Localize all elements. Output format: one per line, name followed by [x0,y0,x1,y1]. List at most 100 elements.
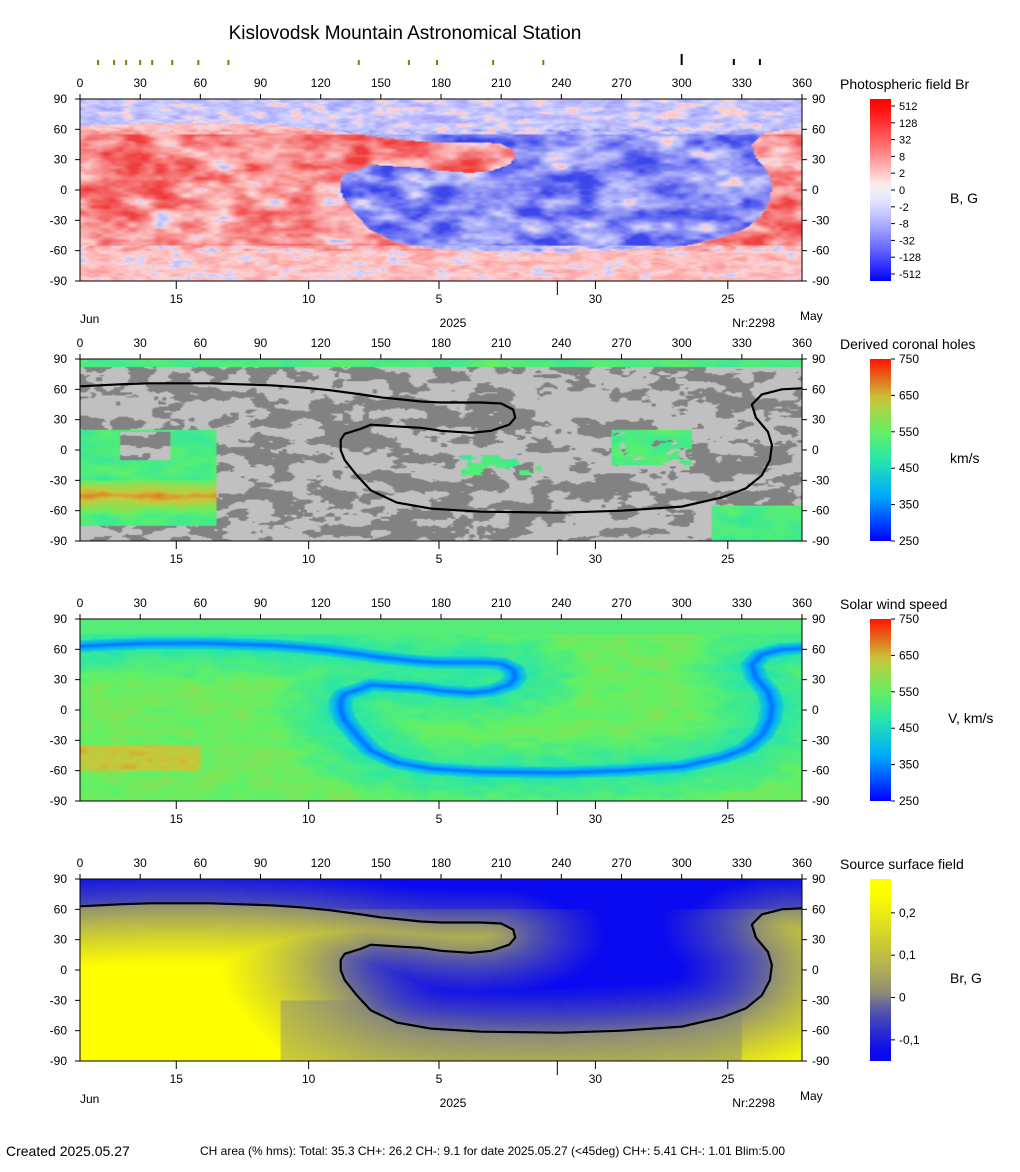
chart-title: Kislovodsk Mountain Astronomical Station [229,23,582,44]
lat-tick-label-left: -60 [50,764,68,778]
lon-tick-label: 180 [431,336,451,350]
colorbar-label: -512 [899,269,921,281]
colorbar-label: -0,1 [899,1033,920,1047]
lon-tick-label: 210 [491,596,511,610]
panel-title: Source surface field [840,856,964,872]
date-tick-label: 30 [589,292,603,306]
lon-tick-label: 360 [792,856,812,870]
lon-tick-label: 90 [254,76,268,90]
colorbar-label: 350 [899,498,919,512]
colorbar-label: 350 [899,758,919,772]
lon-tick-label: 150 [371,76,391,90]
colorbar-label: 650 [899,388,919,402]
lat-tick-label-right: 90 [812,92,826,106]
colorbar-label: 512 [899,101,917,113]
lon-tick-label: 210 [491,76,511,90]
lon-tick-label: 60 [194,856,208,870]
lon-tick-label: 240 [551,596,571,610]
lat-tick-label-right: 60 [812,122,826,136]
lon-tick-label: 150 [371,336,391,350]
month-right: May [800,309,823,323]
lon-tick-label: 60 [194,336,208,350]
lat-tick-label-right: 0 [812,443,819,457]
colorbar-br [870,99,891,281]
month-right: May [800,1089,823,1103]
colorbar-label: -32 [899,235,915,247]
date-tick-label: 10 [302,552,316,566]
lon-tick-label: 360 [792,76,812,90]
lat-tick-label-right: 90 [812,872,826,886]
heatmap-ss [80,879,802,1061]
lon-tick-label: 270 [611,336,631,350]
lat-tick-label-right: -30 [812,733,830,747]
date-tick-label: 10 [302,812,316,826]
colorbar-ss [870,879,891,1061]
lat-tick-label-right: 60 [812,382,826,396]
lon-tick-label: 150 [371,856,391,870]
date-tick-label: 25 [721,812,735,826]
carrington-number: Nr:2298 [732,1096,775,1110]
date-tick-label: 25 [721,1072,735,1086]
date-tick-label: 5 [436,812,443,826]
lat-tick-label-left: 30 [54,413,68,427]
lon-tick-label: 0 [77,856,84,870]
lat-tick-label-right: -90 [812,1054,830,1068]
month-left: Jun [80,1092,99,1106]
colorbar-label: 250 [899,534,919,548]
lon-tick-label: 120 [311,336,331,350]
lon-tick-label: 150 [371,596,391,610]
lon-tick-label: 270 [611,76,631,90]
lat-tick-label-right: 30 [812,413,826,427]
lat-tick-label-left: 60 [54,122,68,136]
lat-tick-label-left: 0 [60,703,67,717]
lon-tick-label: 330 [732,76,752,90]
lon-tick-label: 300 [672,76,692,90]
carrington-number: Nr:2298 [732,316,775,330]
lat-tick-label-left: 90 [54,92,68,106]
date-tick-label: 10 [302,292,316,306]
colorbar-label: -8 [899,219,909,231]
lat-tick-label-left: 60 [54,642,68,656]
lon-tick-label: 90 [254,596,268,610]
lat-tick-label-left: 0 [60,183,67,197]
lon-tick-label: 180 [431,856,451,870]
lat-tick-label-left: -30 [50,473,68,487]
neutral-line [79,382,803,514]
colorbar-label: 750 [899,352,919,366]
heatmap-sw [80,619,802,801]
lon-tick-label: 0 [77,336,84,350]
lon-tick-label: 330 [732,336,752,350]
lon-tick-label: 300 [672,856,692,870]
date-tick-label: 30 [589,812,603,826]
colorbar-label: 650 [899,648,919,662]
date-tick-label: 15 [170,812,184,826]
lon-tick-label: 180 [431,76,451,90]
lon-tick-label: 240 [551,856,571,870]
lat-tick-label-left: 0 [60,963,67,977]
lat-tick-label-left: -90 [50,794,68,808]
panel-title: Solar wind speed [840,596,947,612]
date-tick-label: 15 [170,552,184,566]
lat-tick-label-right: 60 [812,642,826,656]
colorbar-sw [870,619,891,801]
lon-tick-label: 90 [254,336,268,350]
lon-tick-label: 300 [672,596,692,610]
colorbar-label: 0 [899,185,905,197]
colorbar-ch [870,359,891,541]
lat-tick-label-left: 60 [54,902,68,916]
colorbar-label: 0 [899,991,906,1005]
date-tick-label: 5 [436,1072,443,1086]
colorbar-label: 0,2 [899,906,916,920]
colorbar-label: -128 [899,252,921,264]
lat-tick-label-right: -90 [812,534,830,548]
lon-tick-label: 360 [792,336,812,350]
lat-tick-label-left: 90 [54,612,68,626]
lon-tick-label: 300 [672,336,692,350]
lon-tick-label: 240 [551,76,571,90]
lat-tick-label-right: -60 [812,764,830,778]
lon-tick-label: 0 [77,596,84,610]
colorbar-label: 550 [899,425,919,439]
lon-tick-label: 360 [792,596,812,610]
